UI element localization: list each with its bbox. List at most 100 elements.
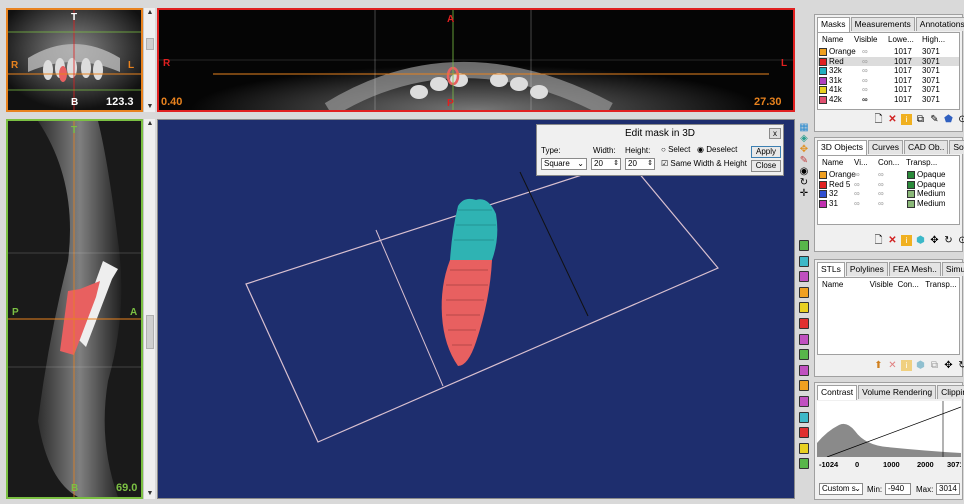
contour-icon[interactable]: ∞ <box>878 198 884 208</box>
delete-icon[interactable]: ✕ <box>888 114 897 125</box>
dialog-close-button[interactable]: x <box>769 128 781 139</box>
close-button[interactable]: Close <box>751 160 781 172</box>
pan-icon[interactable]: ✛ <box>799 188 809 199</box>
deselect-radio[interactable]: ◉ Deselect <box>697 145 737 154</box>
max-input[interactable]: 3014 <box>936 483 960 495</box>
delete-icon[interactable]: ✕ <box>888 235 897 246</box>
mask-row[interactable]: 32k ∞ 1017 3071 <box>818 66 959 76</box>
scroll-up-arrow[interactable]: ▲ <box>146 120 154 127</box>
cube-icon[interactable]: ◈ <box>800 133 808 144</box>
tab-fea-mesh[interactable]: FEA Mesh.. <box>888 262 941 276</box>
eye-icon[interactable]: ∞ <box>854 198 860 208</box>
edit-icon[interactable]: ✎ <box>930 114 939 125</box>
scroll-up-arrow[interactable]: ▲ <box>146 9 154 16</box>
apply-button[interactable]: Apply <box>751 146 781 158</box>
move-3d-icon[interactable]: ✥ <box>799 144 809 155</box>
color-icon[interactable]: ⬢ <box>916 235 925 246</box>
object-toggle-icon[interactable] <box>799 302 809 314</box>
sagittal-viewport[interactable]: T P A B 69.0 <box>6 119 143 499</box>
tab-annotations[interactable]: Annotations <box>915 17 964 31</box>
scroll-down-arrow[interactable]: ▼ <box>146 490 154 497</box>
paint-icon[interactable]: ✎ <box>799 155 809 166</box>
eye-icon[interactable]: ◉ <box>799 166 809 177</box>
move-icon[interactable]: ✥ <box>944 360 953 371</box>
object-toggle-icon[interactable] <box>799 442 809 454</box>
object-toggle-icon[interactable] <box>799 380 809 392</box>
contour-icon[interactable]: ∞ <box>878 170 884 179</box>
object-toggle-icon[interactable] <box>799 349 809 361</box>
object-toggle-icon[interactable] <box>799 458 809 470</box>
objects-list[interactable]: Name Vi... Con... Transp... Orange ∞ ∞ Opaq… <box>817 155 960 225</box>
axial-small-scrollbar[interactable]: ▲ ▼ <box>143 8 155 112</box>
object-toggle-icon[interactable] <box>799 333 809 345</box>
axial-small-viewport[interactable]: T R L B 123.3 <box>6 8 143 112</box>
rotate-icon[interactable]: ↻ <box>958 360 964 371</box>
axial-main-viewport[interactable]: A R L P 0.40 27.30 <box>157 8 795 112</box>
eye-icon[interactable]: ∞ <box>862 56 868 66</box>
color-icon[interactable]: ⬢ <box>916 360 925 371</box>
object-toggle-icon[interactable] <box>799 395 809 407</box>
tab-volume-rendering[interactable]: Volume Rendering <box>858 385 937 399</box>
delete-icon[interactable]: ✕ <box>888 360 897 371</box>
scroll-thumb[interactable] <box>146 315 154 349</box>
height-input[interactable]: 20 ⇕ <box>625 158 655 170</box>
mask-row[interactable]: Orange ∞ 1017 3071 <box>818 47 959 57</box>
duplicate-icon[interactable]: ⧉ <box>916 114 925 125</box>
tab-simulation[interactable]: Simulation.. <box>941 262 964 276</box>
contour-icon[interactable]: ∞ <box>878 179 884 189</box>
tab-3d-objects[interactable]: 3D Objects <box>817 140 868 155</box>
object-toggle-icon[interactable] <box>799 286 809 298</box>
tab-polylines[interactable]: Polylines <box>845 262 888 276</box>
scroll-down-arrow[interactable]: ▼ <box>146 103 154 110</box>
sagittal-scrollbar[interactable]: ▲ ▼ <box>143 119 155 499</box>
scroll-thumb[interactable] <box>146 38 154 50</box>
object-toggle-icon[interactable] <box>799 317 809 329</box>
tab-contrast[interactable]: Contrast <box>817 385 858 400</box>
contrast-preset-select[interactable]: Custom s ⌄ <box>819 483 863 495</box>
object-row[interactable]: 31 ∞ ∞ Medium <box>818 199 959 209</box>
object-toggle-icon[interactable] <box>799 427 809 439</box>
tab-soft-tissue[interactable]: Soft tis.. <box>949 140 964 154</box>
eye-icon[interactable]: ∞ <box>854 189 860 198</box>
type-select[interactable]: Square ⌄ <box>541 158 587 170</box>
object-toggle-icon[interactable] <box>799 364 809 376</box>
more-icon[interactable]: ⊙ <box>958 114 964 125</box>
spinner-icon[interactable]: ⇕ <box>613 160 619 167</box>
mask-row[interactable]: 41k ∞ 1017 3071 <box>818 85 959 95</box>
tab-masks[interactable]: Masks <box>817 17 850 32</box>
same-size-checkbox[interactable]: ☑ Same Width & Height <box>661 159 747 168</box>
mask-row[interactable]: Red ∞ 1017 3071 <box>818 56 959 66</box>
new-mask-icon[interactable]: 🗋 <box>874 114 883 125</box>
object-toggle-icon[interactable] <box>799 255 809 267</box>
object-row[interactable]: Red 5 ∞ ∞ Opaque <box>818 180 959 190</box>
object-toggle-icon[interactable] <box>799 411 809 423</box>
3d-viewport[interactable] <box>157 119 795 499</box>
tab-measurements[interactable]: Measurements <box>850 17 915 31</box>
select-radio[interactable]: ○ Select <box>661 145 690 154</box>
rotate-icon[interactable]: ↻ <box>944 235 953 246</box>
rotate-icon[interactable]: ↻ <box>799 177 809 188</box>
tab-cad-objects[interactable]: CAD Ob.. <box>903 140 949 154</box>
layers-icon[interactable]: ▦ <box>799 122 809 133</box>
new-object-icon[interactable]: 🗋 <box>874 235 883 246</box>
histogram[interactable] <box>817 401 961 457</box>
eye-icon[interactable]: ∞ <box>854 179 860 189</box>
width-input[interactable]: 20 ⇕ <box>591 158 621 170</box>
eye-icon[interactable]: ∞ <box>862 47 868 56</box>
tab-clipping[interactable]: Clipping <box>937 385 964 399</box>
properties-icon[interactable]: i <box>901 360 912 371</box>
properties-icon[interactable]: i <box>901 235 912 246</box>
eye-icon[interactable]: ∞ <box>862 94 868 104</box>
contour-icon[interactable]: ∞ <box>878 189 884 198</box>
object-row[interactable]: Orange ∞ ∞ Opaque <box>818 170 959 180</box>
tab-stls[interactable]: STLs <box>817 262 845 277</box>
move-icon[interactable]: ✥ <box>930 235 939 246</box>
object-toggle-icon[interactable] <box>799 271 809 283</box>
tab-curves[interactable]: Curves <box>868 140 903 154</box>
stls-list[interactable]: Name Visible Con... Transp... <box>817 277 960 355</box>
copy-icon[interactable]: ⧉ <box>930 360 939 371</box>
object-row[interactable]: 32 ∞ ∞ Medium <box>818 189 959 199</box>
mask-row[interactable]: 31k ∞ 1017 3071 <box>818 76 959 86</box>
min-input[interactable]: -940 <box>885 483 911 495</box>
object-toggle-icon[interactable] <box>799 240 809 251</box>
